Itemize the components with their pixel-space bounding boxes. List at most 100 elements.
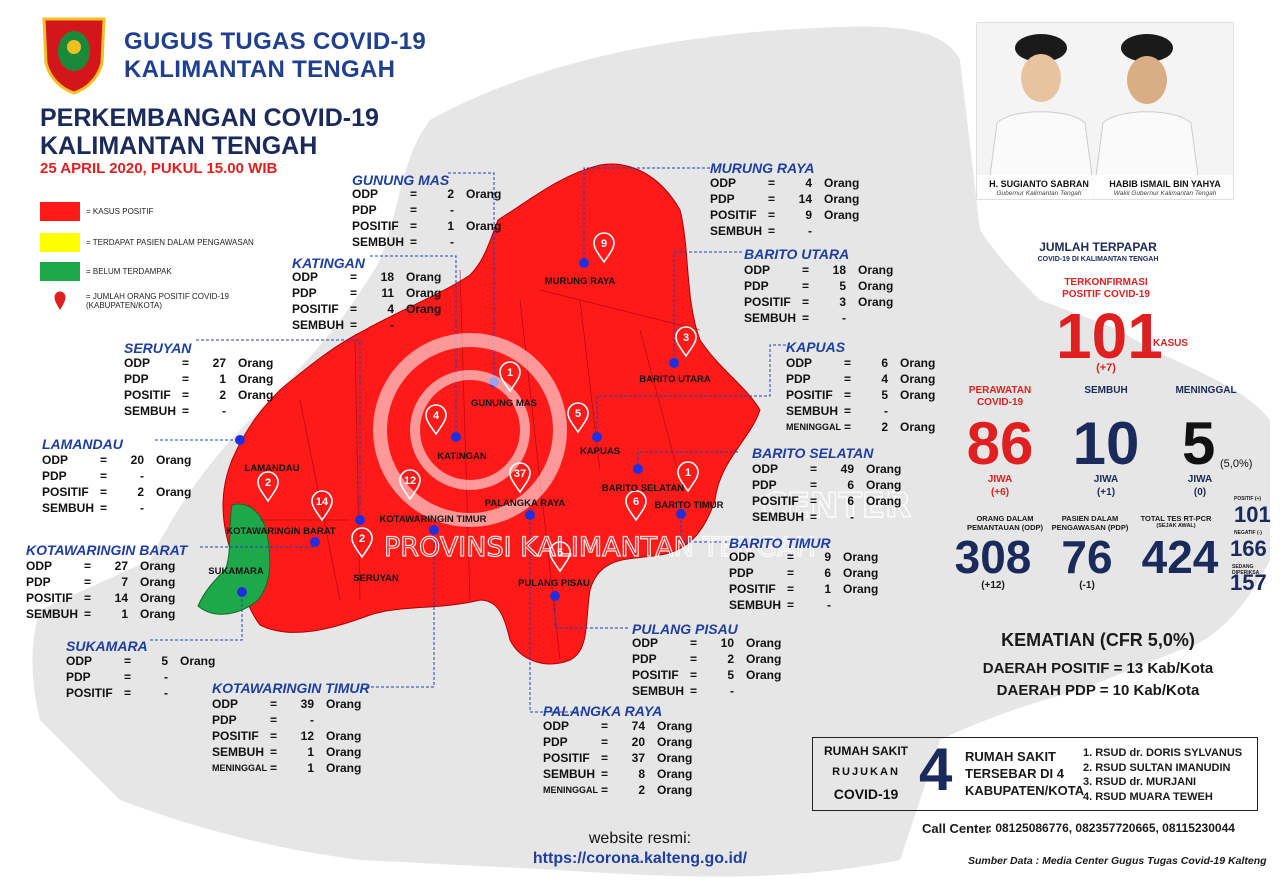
stat-key: ODP — [752, 462, 779, 476]
region-title-murung-raya: MURUNG RAYA — [710, 160, 815, 176]
region-dot-seruyan — [355, 515, 365, 525]
stat-value: 6 — [881, 356, 888, 370]
stat-equals: = — [100, 469, 108, 483]
region-dot-pulang-pisau — [550, 591, 560, 601]
stat-row: ODP = 74 Orang — [543, 718, 692, 734]
odp-label-line2: PEMANTAUAN (ODP) — [966, 523, 1044, 532]
stat-key: MENINGGAL — [786, 422, 841, 432]
stat-unit: Orang — [156, 485, 192, 499]
officials-photo: H. SUGIANTO SABRAN Gubernur Kalimantan T… — [976, 22, 1234, 200]
stat-value: 2 — [447, 187, 454, 201]
stat-row: ODP = 6 Orang — [786, 355, 935, 371]
region-title-barito-timur: BARITO TIMUR — [729, 535, 831, 551]
stat-equals: = — [350, 318, 358, 332]
call-center-label: Call Center — [922, 821, 991, 836]
stat-equals: = — [802, 279, 810, 293]
stat-key: ODP — [124, 356, 151, 370]
stat-equals: = — [810, 494, 818, 508]
stat-row: SEMBUH = 1 Orang — [26, 606, 175, 622]
hospitals-desc-line1: RUMAH SAKIT — [965, 749, 1056, 764]
hospital-item: 3. RSUD dr. MURJANI — [1083, 776, 1197, 788]
map-label-murung-raya: MURUNG RAYA — [544, 276, 616, 287]
stat-unit: Orang — [858, 279, 894, 293]
stat-key: ODP — [632, 636, 659, 650]
stat-row: PDP = 2 Orang — [632, 651, 781, 667]
officials-portrait — [977, 34, 1233, 200]
tests-label: TOTAL TES RT-PCR — [1140, 514, 1212, 523]
stat-equals: = — [844, 372, 852, 386]
pin-count-text: 14 — [316, 496, 329, 508]
hospitals-list: 1. RSUD dr. DORIS SYLVANUS 2. RSUD SULTA… — [1083, 746, 1242, 804]
stat-unit: Orang — [156, 453, 192, 467]
stat-equals: = — [690, 652, 698, 666]
stat-row: SEMBUH = - — [632, 683, 781, 699]
stat-key: POSITIF — [42, 485, 89, 499]
map-pin-extra: 6 — [625, 490, 647, 522]
stat-key: MENINGGAL — [543, 785, 598, 795]
stat-equals: = — [601, 751, 609, 765]
map-pin-icon — [40, 290, 80, 312]
stat-equals: = — [182, 404, 190, 418]
region-stats-katingan: ODP = 18 Orang PDP = 11 Orang POSITIF = 4 Orang SEMB… — [292, 269, 441, 333]
stat-value: 1 — [447, 219, 454, 233]
stat-equals: = — [787, 582, 795, 596]
legend-label: = BELUM TERDAMPAK — [86, 267, 172, 276]
map-label-kotawaringin-barat: KOTAWARINGIN BARAT — [226, 526, 336, 537]
legend-swatch-yellow — [40, 233, 80, 252]
legend-pin: = JUMLAH ORANG POSITIF COVID-19 (KABUPAT… — [40, 290, 229, 312]
stat-value: 6 — [824, 566, 831, 580]
data-source: Sumber Data : Media Center Gugus Tugas C… — [968, 855, 1267, 867]
stat-equals: = — [810, 510, 818, 524]
stat-value: 2 — [219, 388, 226, 402]
stat-row: PDP = 6 Orang — [752, 477, 901, 493]
pdp-label-line1: PASIEN DALAM — [1061, 514, 1119, 523]
stat-key: PDP — [212, 713, 237, 727]
stat-unit: Orang — [824, 192, 860, 206]
stat-key: SEMBUH — [292, 318, 345, 332]
stat-value: - — [850, 510, 854, 524]
stat-key: ODP — [352, 187, 379, 201]
hospital-item: 1. RSUD dr. DORIS SYLVANUS — [1083, 747, 1243, 759]
stat-value: 14 — [798, 192, 812, 206]
stat-equals: = — [182, 372, 190, 386]
stat-unit: Orang — [866, 494, 902, 508]
stat-unit: Orang — [406, 302, 442, 316]
stat-value: 18 — [380, 270, 394, 284]
stat-row: SEMBUH = - — [352, 234, 501, 250]
stat-row: POSITIF = 1 Orang — [352, 218, 501, 234]
official-name-governor: H. SUGIANTO SABRAN — [989, 179, 1089, 189]
map-label-seruyan: SERUYAN — [353, 573, 399, 584]
stat-key: PDP — [786, 372, 811, 386]
stat-value: - — [730, 684, 734, 698]
stat-value: 4 — [805, 176, 812, 190]
stat-equals: = — [124, 686, 132, 700]
map-pin-katingan: 4 — [425, 404, 447, 436]
stat-unit: Orang — [657, 751, 693, 765]
region-stats-barito-utara: ODP = 18 Orang PDP = 5 Orang POSITIF = 3 Orang SEMBU… — [744, 262, 893, 326]
stat-key: SEMBUH — [786, 404, 839, 418]
stat-value: 2 — [881, 420, 888, 434]
stat-unit: Orang — [843, 550, 879, 564]
stat-row: PDP = 7 Orang — [26, 574, 175, 590]
stat-row: PDP = - — [42, 468, 191, 484]
stat-key: SEMBUH — [124, 404, 177, 418]
stat-value: - — [450, 203, 454, 217]
stat-row: ODP = 18 Orang — [744, 262, 893, 278]
stat-value: - — [222, 404, 226, 418]
map-label-barito-timur: BARITO TIMUR — [654, 500, 724, 511]
legend-label: = JUMLAH ORANG POSITIF COVID-19 — [86, 292, 229, 301]
stat-equals: = — [270, 713, 278, 727]
stat-unit: Orang — [326, 745, 362, 759]
website-link[interactable]: https://corona.kalteng.go.id/ — [532, 850, 748, 867]
stat-value: 14 — [114, 591, 128, 605]
stat-row: SEMBUH = - — [786, 403, 935, 419]
stat-row: MENINGGAL = 2 Orang — [543, 782, 692, 798]
map-pin-gunung-mas: 1 — [499, 361, 521, 393]
map-pin-murung-raya: 9 — [593, 232, 615, 264]
stat-equals: = — [410, 187, 418, 201]
map-pin-kotawaringin-barat: 14 — [311, 490, 333, 522]
stat-value: 2 — [137, 485, 144, 499]
stat-unit: Orang — [140, 559, 176, 573]
region-stats-murung-raya: ODP = 4 Orang PDP = 14 Orang POSITIF = 9 Orang SEMBU… — [710, 175, 859, 239]
